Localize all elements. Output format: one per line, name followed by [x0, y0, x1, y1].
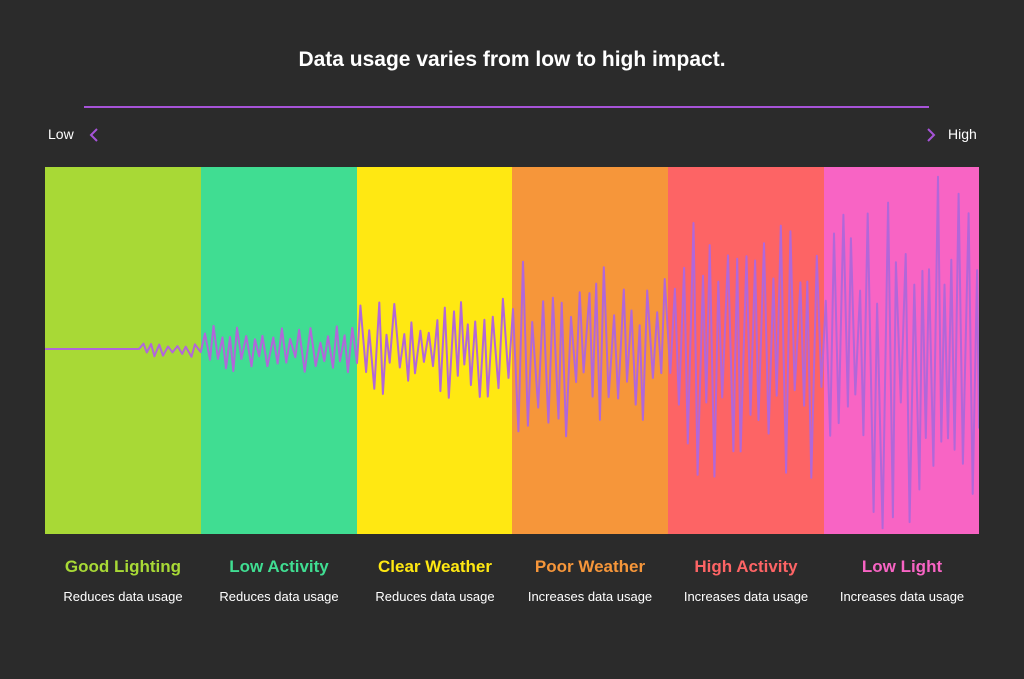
category-name: Low Activity: [229, 557, 329, 576]
title-divider: [84, 106, 929, 108]
category-good-lighting: Good Lighting Reduces data usage: [45, 556, 201, 605]
category-description: Increases data usage: [527, 589, 653, 604]
band-poor-weather: [512, 167, 668, 534]
category-description: Reduces data usage: [219, 589, 339, 604]
category-description: Increases data usage: [683, 589, 809, 604]
category-description: Reduces data usage: [63, 589, 183, 604]
category-poor-weather: Poor Weather Increases data usage: [512, 556, 668, 605]
waveform-line: [45, 175, 979, 530]
chevron-right-icon: [927, 128, 936, 142]
category-clear-weather: Clear Weather Reduces data usage: [357, 556, 513, 605]
category-low-light: Low Light Increases data usage: [824, 556, 980, 605]
category-high-activity: High Activity Increases data usage: [668, 556, 824, 605]
page-title: Data usage varies from low to high impac…: [298, 48, 726, 71]
scale-low-label: Low: [48, 126, 74, 142]
category-name: Good Lighting: [64, 557, 182, 576]
scale-high-label: High: [948, 126, 977, 142]
category-name: High Activity: [694, 557, 798, 576]
category-name: Poor Weather: [534, 557, 646, 576]
category-low-activity: Low Activity Reduces data usage: [201, 556, 357, 605]
category-description: Reduces data usage: [375, 589, 495, 604]
data-usage-waveform: [45, 175, 979, 530]
category-description: Increases data usage: [839, 589, 965, 604]
category-name: Low Light: [861, 557, 943, 576]
category-name: Clear Weather: [377, 557, 492, 576]
chevron-left-icon: [89, 128, 98, 142]
